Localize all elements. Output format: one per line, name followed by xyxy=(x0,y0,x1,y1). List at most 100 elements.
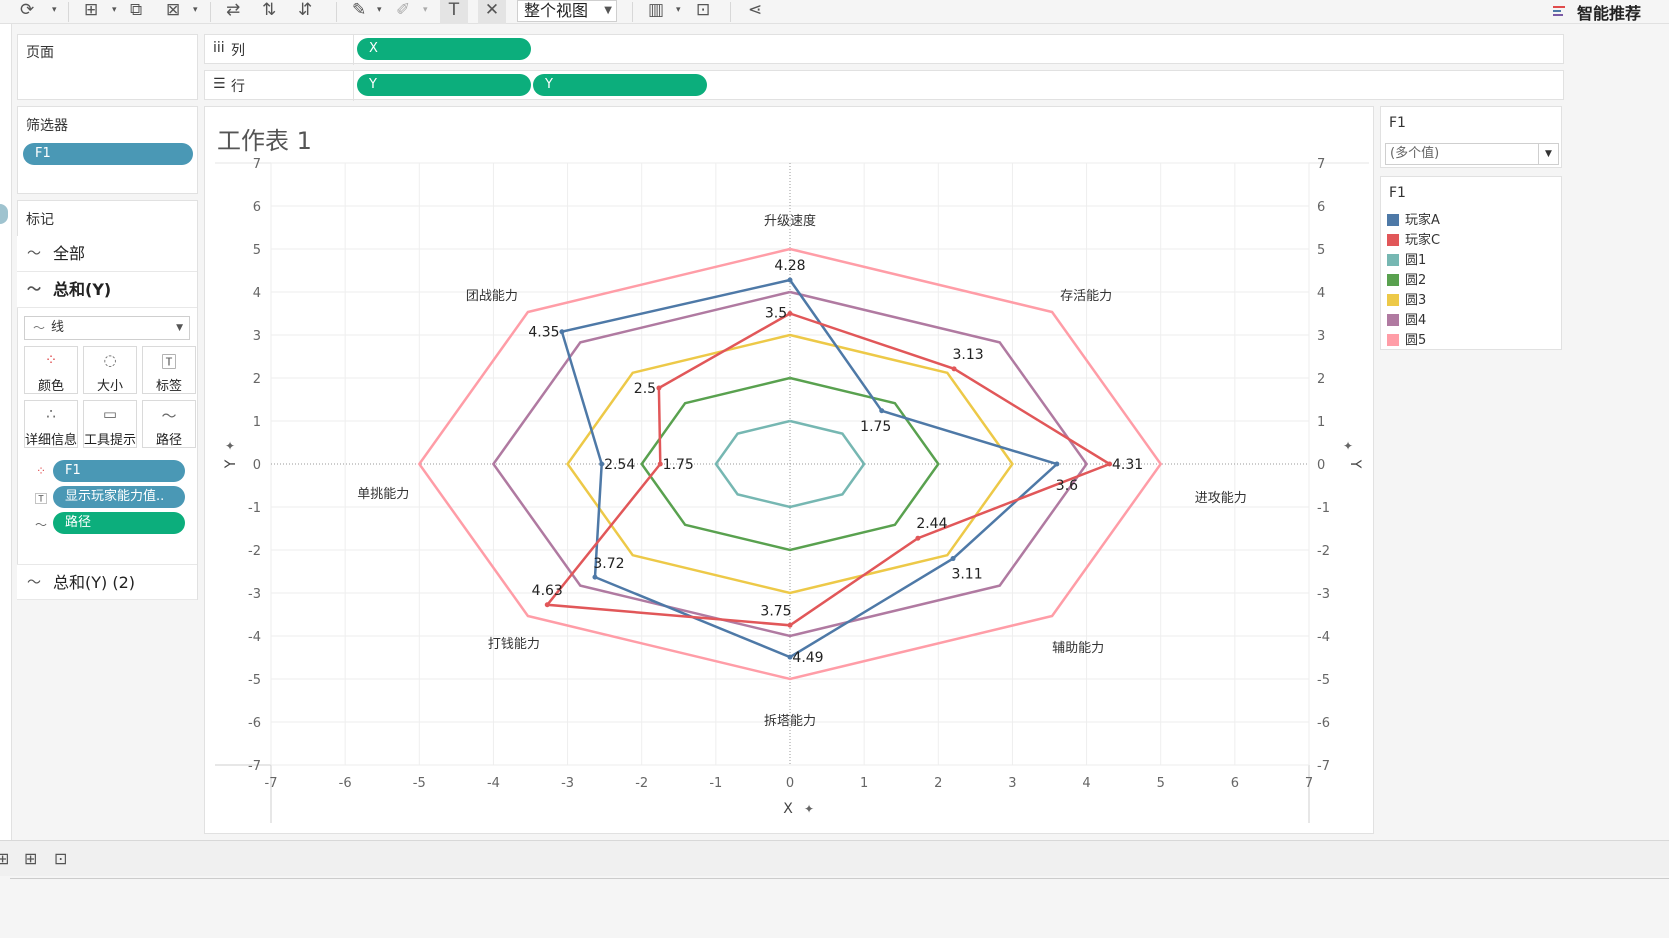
line-mark-icon: 〜 xyxy=(27,282,41,298)
path-icon: 〜 xyxy=(161,407,177,425)
legend-item[interactable]: 圆5 xyxy=(1387,331,1426,351)
smart-recommend-button[interactable]: 智能推荐 xyxy=(1553,0,1641,24)
y2-tick-label: 2 xyxy=(1317,372,1325,387)
attach-dropdown-icon[interactable]: ▾ xyxy=(423,5,428,15)
line-mark-icon: 〜 xyxy=(33,321,46,335)
legend-item[interactable]: 圆4 xyxy=(1387,311,1426,331)
marks-field-label[interactable]: 显示玩家能力值.. xyxy=(53,486,185,508)
ring-圆4 xyxy=(491,290,1089,638)
new-dashboard-icon[interactable]: ⊡ xyxy=(54,849,68,868)
rows-shelf[interactable]: ☰ 行 Y Y xyxy=(204,70,1564,101)
rows-pill-y2[interactable]: Y xyxy=(533,74,707,96)
series-point xyxy=(656,385,662,391)
pin-icon: ✦ xyxy=(225,439,235,453)
y-tick-label: 1 xyxy=(253,415,261,430)
share-icon[interactable]: ⋖ xyxy=(748,0,763,20)
legend-item[interactable]: 圆3 xyxy=(1387,291,1426,311)
legend-swatch xyxy=(1387,214,1399,226)
data-label: 2.54 xyxy=(604,457,635,473)
show-cards-dropdown-icon[interactable]: ▾ xyxy=(676,5,681,15)
duplicate-sheet-icon[interactable]: ⧉ xyxy=(130,0,143,20)
x-axis-title: X xyxy=(783,801,793,817)
detail-label: 详细信息 xyxy=(25,433,78,448)
ring-圆3 xyxy=(566,333,1014,595)
marks-field-f1[interactable]: F1 xyxy=(53,460,185,482)
y2-tick-label: 0 xyxy=(1317,458,1325,473)
y2-tick-label: -6 xyxy=(1317,716,1330,731)
fit-view-dropdown[interactable]: 整个视图 ▼ xyxy=(517,0,617,22)
detail-button[interactable]: ∴ 详细信息 xyxy=(24,400,78,448)
columns-pill-x[interactable]: X xyxy=(357,38,531,60)
path-field-icon: 〜 xyxy=(34,518,47,532)
clear-dropdown-icon[interactable]: ▾ xyxy=(193,5,198,15)
marks-sum-y-label: 总和(Y) xyxy=(53,280,112,299)
y2-tick-label: 5 xyxy=(1317,243,1325,258)
size-button[interactable]: ◌ 大小 xyxy=(83,346,137,394)
legend-label: 玩家A xyxy=(1405,213,1440,228)
pin-icon: ✦ xyxy=(1343,439,1353,453)
filter-pill-f1[interactable]: F1 xyxy=(23,143,193,165)
new-sheet-dropdown-icon[interactable]: ▾ xyxy=(112,5,117,15)
x-tick-label: 4 xyxy=(1082,776,1090,791)
swap-icon[interactable]: ⇄ xyxy=(226,0,241,20)
legend-item[interactable]: 玩家C xyxy=(1387,231,1440,251)
highlight-dropdown-icon[interactable]: ▾ xyxy=(377,5,382,15)
series-point xyxy=(787,654,793,660)
refresh-dropdown-icon[interactable]: ▾ xyxy=(52,5,57,15)
highlight-icon[interactable]: ✎ xyxy=(352,0,367,20)
ring-圆5 xyxy=(417,247,1163,681)
y2-tick-label: -4 xyxy=(1317,630,1330,645)
new-sheet-icon[interactable]: ⊞ xyxy=(84,0,99,20)
sort-ascending-icon[interactable]: ⇅ xyxy=(262,0,277,20)
size-label: 大小 xyxy=(96,379,123,394)
status-bar xyxy=(0,876,1669,938)
marks-sum-y-row[interactable]: 〜 总和(Y) xyxy=(17,272,197,308)
legend-item[interactable]: 圆2 xyxy=(1387,271,1426,291)
y-tick-label: 3 xyxy=(253,329,261,344)
columns-shelf[interactable]: iii 列 X xyxy=(204,34,1564,65)
recommend-icon xyxy=(1553,6,1566,18)
legend-item[interactable]: 玩家A xyxy=(1387,211,1440,231)
data-label: 4.35 xyxy=(528,325,559,341)
show-labels-icon[interactable]: T xyxy=(440,0,468,24)
x-tick-label: -6 xyxy=(339,776,352,791)
legend-item[interactable]: 圆1 xyxy=(1387,251,1426,271)
marks-all-row[interactable]: 〜 全部 xyxy=(17,236,197,272)
presentation-icon[interactable]: ⊡ xyxy=(696,0,711,20)
toolbar: ⟳ ▾ ⊞ ▾ ⧉ ⊠ ▾ ⇄ ⇅ ⇵ ✎ ▾ ✐ ▾ T ✕ 整个视图 ▼ ▥… xyxy=(0,0,1669,24)
color-button[interactable]: ⁘ 颜色 xyxy=(24,346,78,394)
fix-axes-icon[interactable]: ✕ xyxy=(478,0,506,24)
path-button[interactable]: 〜 路径 xyxy=(142,400,196,448)
mark-type-dropdown[interactable]: 〜 线 ▼ xyxy=(24,316,190,340)
toolbar-divider xyxy=(210,2,211,22)
legend-label: 玩家C xyxy=(1405,233,1441,248)
marks-field-path[interactable]: 路径 xyxy=(53,512,185,534)
refresh-icon[interactable]: ⟳ xyxy=(20,0,35,20)
marks-sum-y2-label: 总和(Y) (2) xyxy=(53,573,136,592)
sheet-title: 工作表 1 xyxy=(217,127,312,155)
clear-sheet-icon[interactable]: ⊠ xyxy=(166,0,181,20)
collapsed-pane-handle[interactable] xyxy=(0,204,8,224)
tooltip-icon: ▭ xyxy=(102,405,118,423)
label-button[interactable]: 🅃 标签 xyxy=(142,346,196,394)
pin-icon: ✦ xyxy=(804,802,814,816)
rows-pill-y1[interactable]: Y xyxy=(357,74,531,96)
axis-name-label: 打钱能力 xyxy=(488,637,540,652)
marks-sum-y2-row[interactable]: 〜 总和(Y) (2) xyxy=(17,564,197,600)
filter-card-select[interactable]: (多个值) ▼ xyxy=(1385,143,1559,165)
rows-icon: ☰ xyxy=(213,76,226,92)
data-label: 4.28 xyxy=(774,258,805,274)
sort-descending-icon[interactable]: ⇵ xyxy=(298,0,313,20)
show-cards-icon[interactable]: ▥ xyxy=(648,0,665,20)
new-worksheet-icon[interactable]: ⊞ xyxy=(24,849,38,868)
new-datasource-icon[interactable]: ⊞ xyxy=(0,849,10,868)
y-axis-title: Y xyxy=(223,459,239,469)
toolbar-divider xyxy=(336,2,337,22)
x-tick-label: 2 xyxy=(934,776,942,791)
tooltip-button[interactable]: ▭ 工具提示 xyxy=(83,400,137,448)
data-pane-strip xyxy=(0,24,12,894)
attach-icon[interactable]: ✐ xyxy=(396,0,411,20)
recommend-label: 智能推荐 xyxy=(1576,4,1641,23)
pages-card: 页面 xyxy=(17,34,198,100)
tooltip-label: 工具提示 xyxy=(84,433,137,448)
